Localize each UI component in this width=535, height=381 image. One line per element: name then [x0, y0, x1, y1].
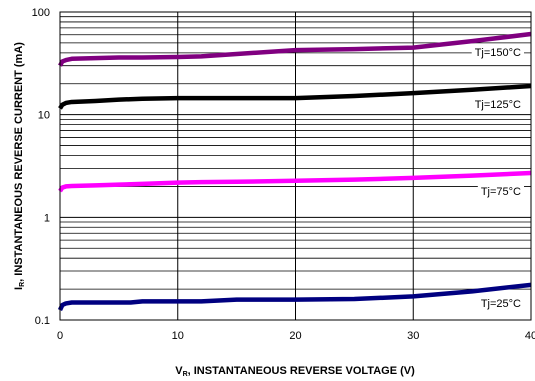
x-tick-label: 0 [57, 330, 63, 342]
series-label: Tj=25°C [481, 298, 521, 310]
y-tick-label: 0.1 [35, 315, 50, 327]
x-tick-label: 20 [289, 330, 301, 342]
tick-labels: 0.1 1 10 100 0 10 20 30 40 [32, 7, 535, 342]
y-tick-label: 1 [44, 212, 50, 224]
plot-frame [59, 11, 532, 321]
series-line [57, 282, 532, 311]
grid-lines [59, 12, 532, 321]
x-tick-label: 40 [525, 330, 535, 342]
x-tick-label: 10 [172, 330, 184, 342]
y-axis-title: IR, INSTANTANEOUS REVERSE CURRENT (mA) [13, 42, 26, 290]
y-tick-label: 10 [38, 110, 50, 122]
series-line [58, 31, 532, 67]
series-label-bg [471, 97, 524, 112]
series-label: Tj=150°C [475, 47, 521, 59]
series-line [58, 83, 532, 110]
x-tick-label: 30 [407, 330, 419, 342]
series-label: Tj=125°C [475, 99, 521, 111]
series-label-bg [477, 184, 524, 199]
series-label: Tj=75°C [481, 186, 521, 198]
y-tick-label: 100 [32, 7, 50, 19]
series-line [58, 170, 532, 193]
series-lines [57, 31, 532, 311]
series-label-bg [471, 45, 524, 60]
series-labels: Tj=150°C Tj=125°C Tj=75°C Tj=25°C [471, 45, 524, 310]
x-axis-title: VR, INSTANTANEOUS REVERSE VOLTAGE (V) [175, 365, 415, 378]
series-label-bg [477, 295, 524, 310]
plot-border [59, 11, 532, 321]
